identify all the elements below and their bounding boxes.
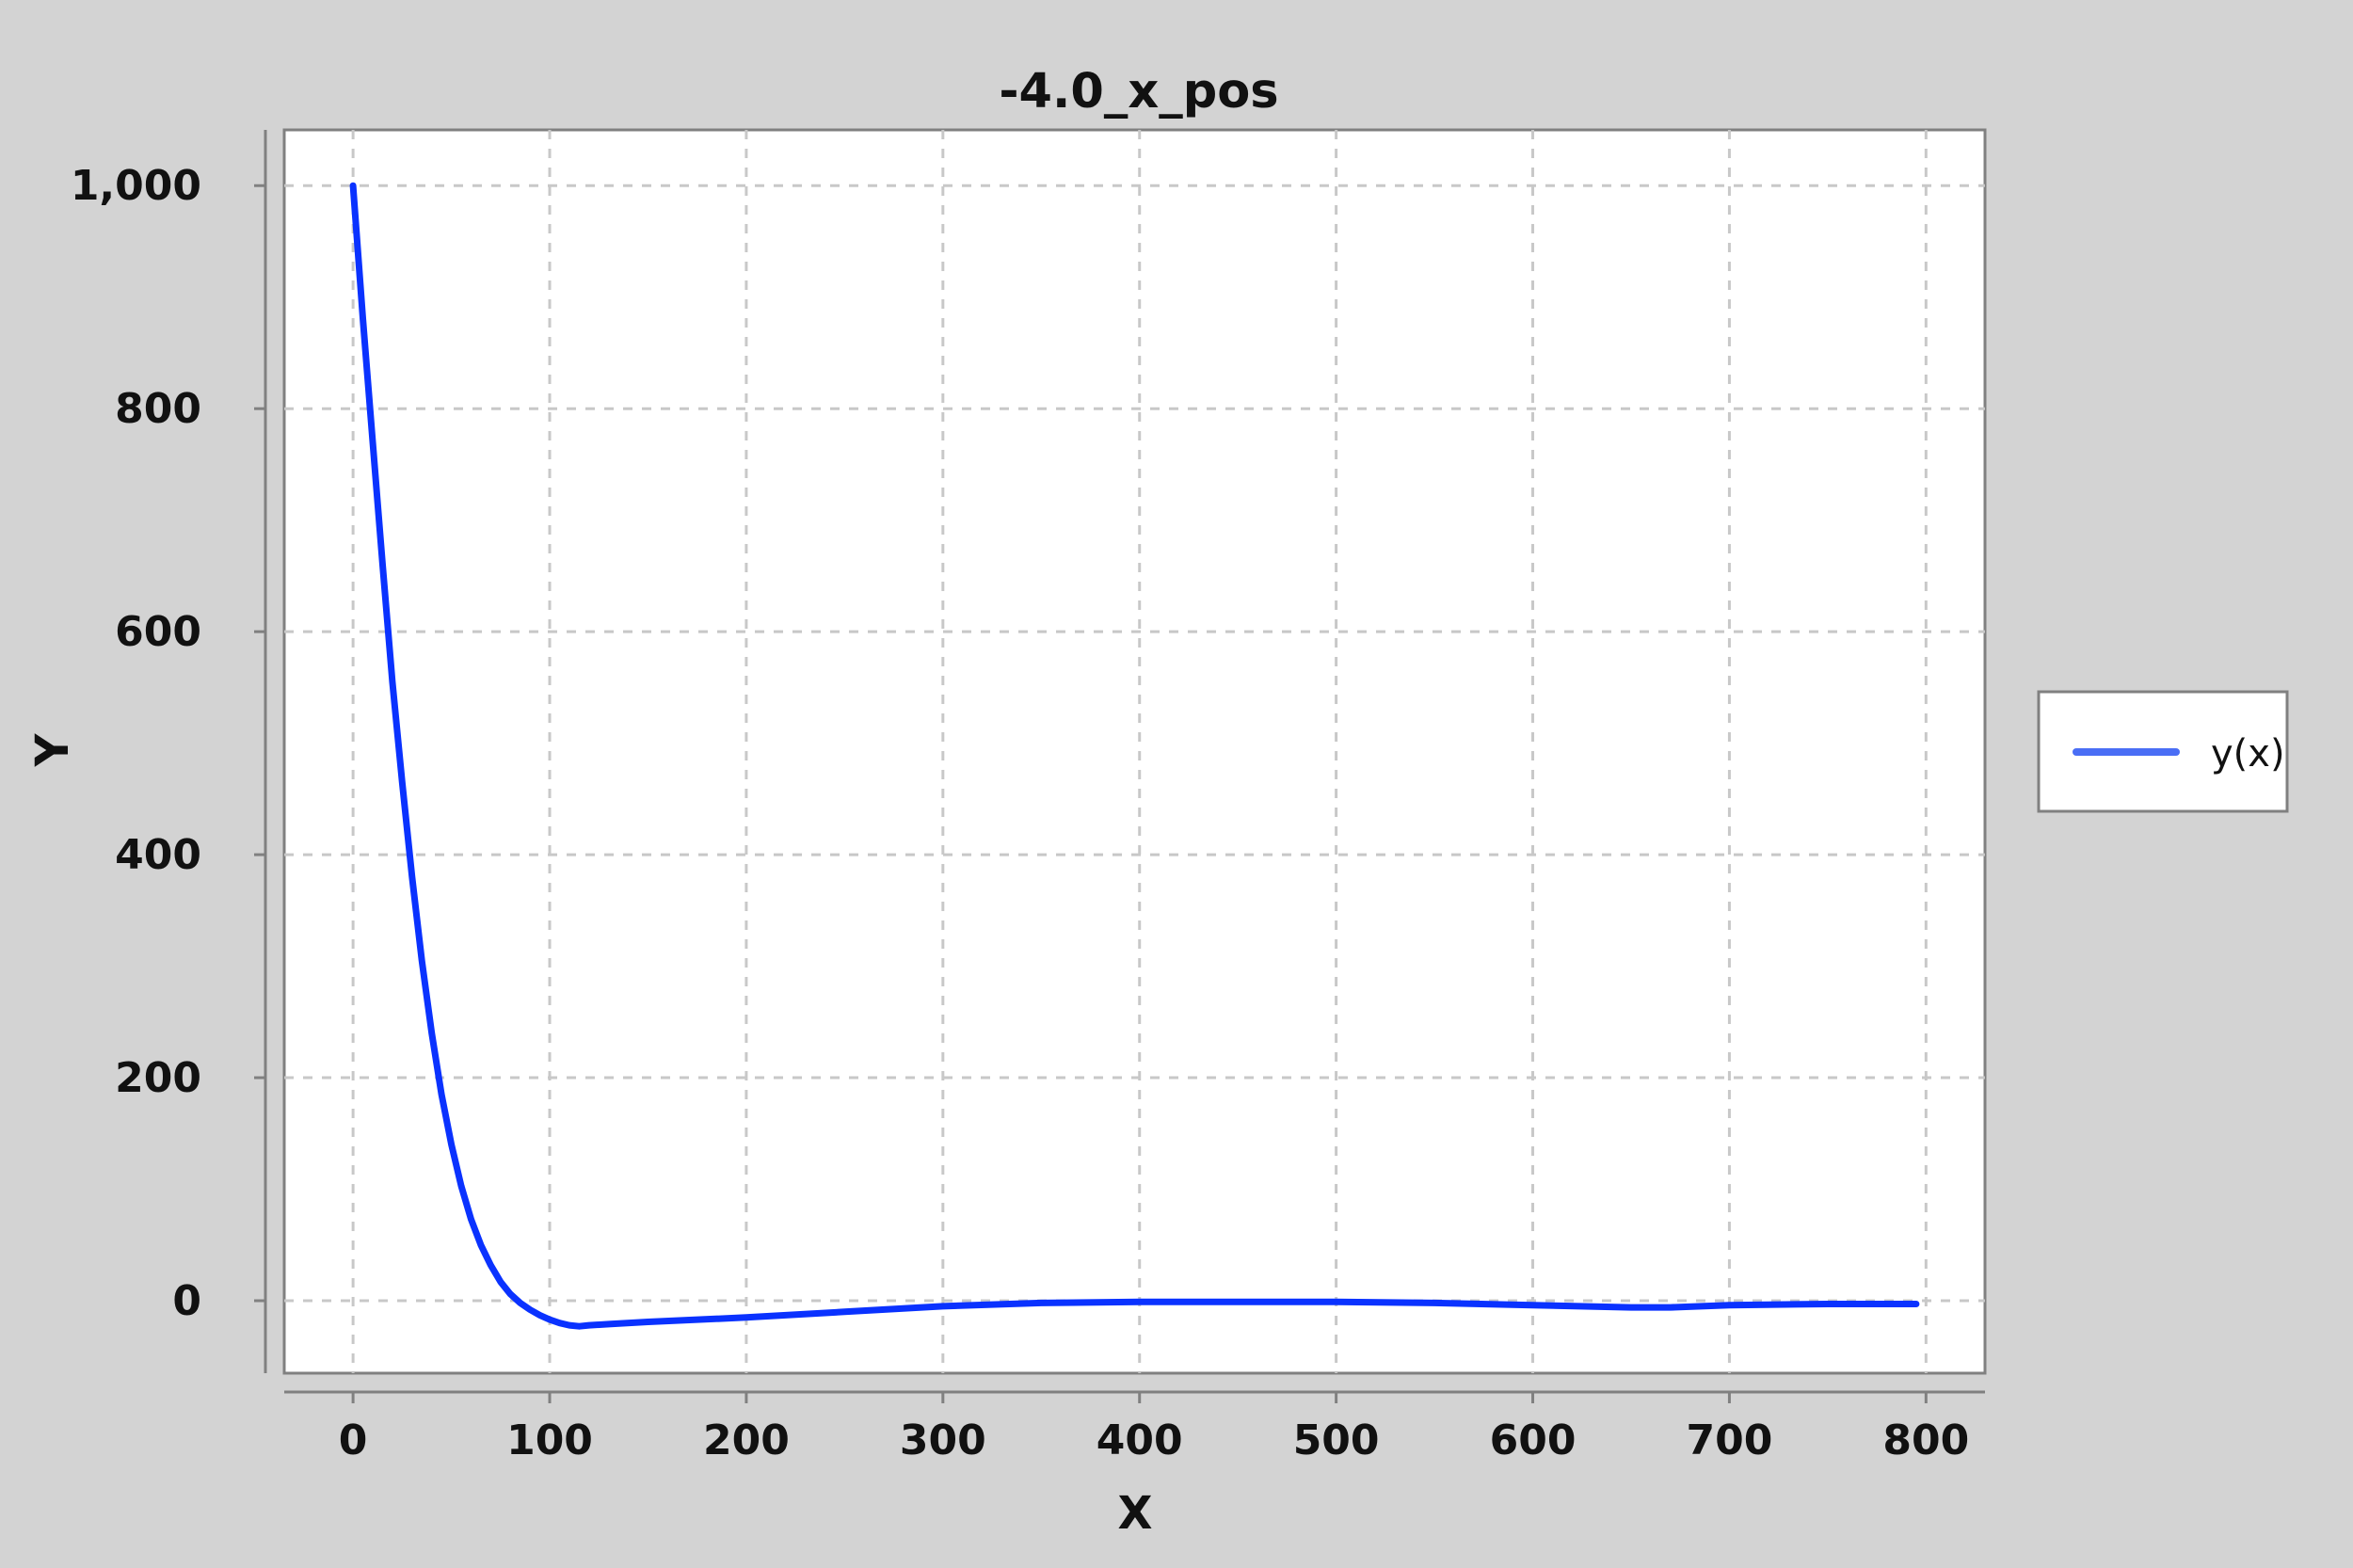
x-tick-label: 100 [506, 1416, 593, 1464]
x-tick-label: 200 [703, 1416, 790, 1464]
y-tick-label: 800 [115, 385, 201, 433]
y-axis-title: Y [26, 732, 79, 767]
x-tick-label: 0 [339, 1416, 368, 1464]
y-tick-label: 0 [172, 1277, 201, 1325]
chart-title: -4.0_x_pos [999, 64, 1278, 120]
series-layer [349, 182, 1920, 1330]
x-tick-label: 400 [1096, 1416, 1183, 1464]
y-tick-label: 400 [115, 831, 201, 879]
y-tick-label: 200 [115, 1054, 201, 1102]
x-tick-label: 500 [1293, 1416, 1380, 1464]
x-tick-label: 800 [1882, 1416, 1969, 1464]
x-tick-label: 300 [900, 1416, 986, 1464]
legend: y(x) [2037, 690, 2289, 813]
series-line [349, 182, 1920, 1330]
x-axis-ticks: 0 100 200 300 400 500 600 700 800 [339, 1392, 1969, 1464]
legend-label: y(x) [2211, 732, 2285, 776]
y-axis-ticks: 0 200 400 600 800 1,000 [71, 162, 265, 1325]
y-tick-label: 1,000 [71, 162, 201, 210]
y-tick-label: 600 [115, 608, 201, 656]
x-axis-title: X [1117, 1487, 1152, 1540]
x-tick-label: 700 [1686, 1416, 1772, 1464]
x-tick-label: 600 [1490, 1416, 1577, 1464]
plot-area [282, 128, 1987, 1375]
